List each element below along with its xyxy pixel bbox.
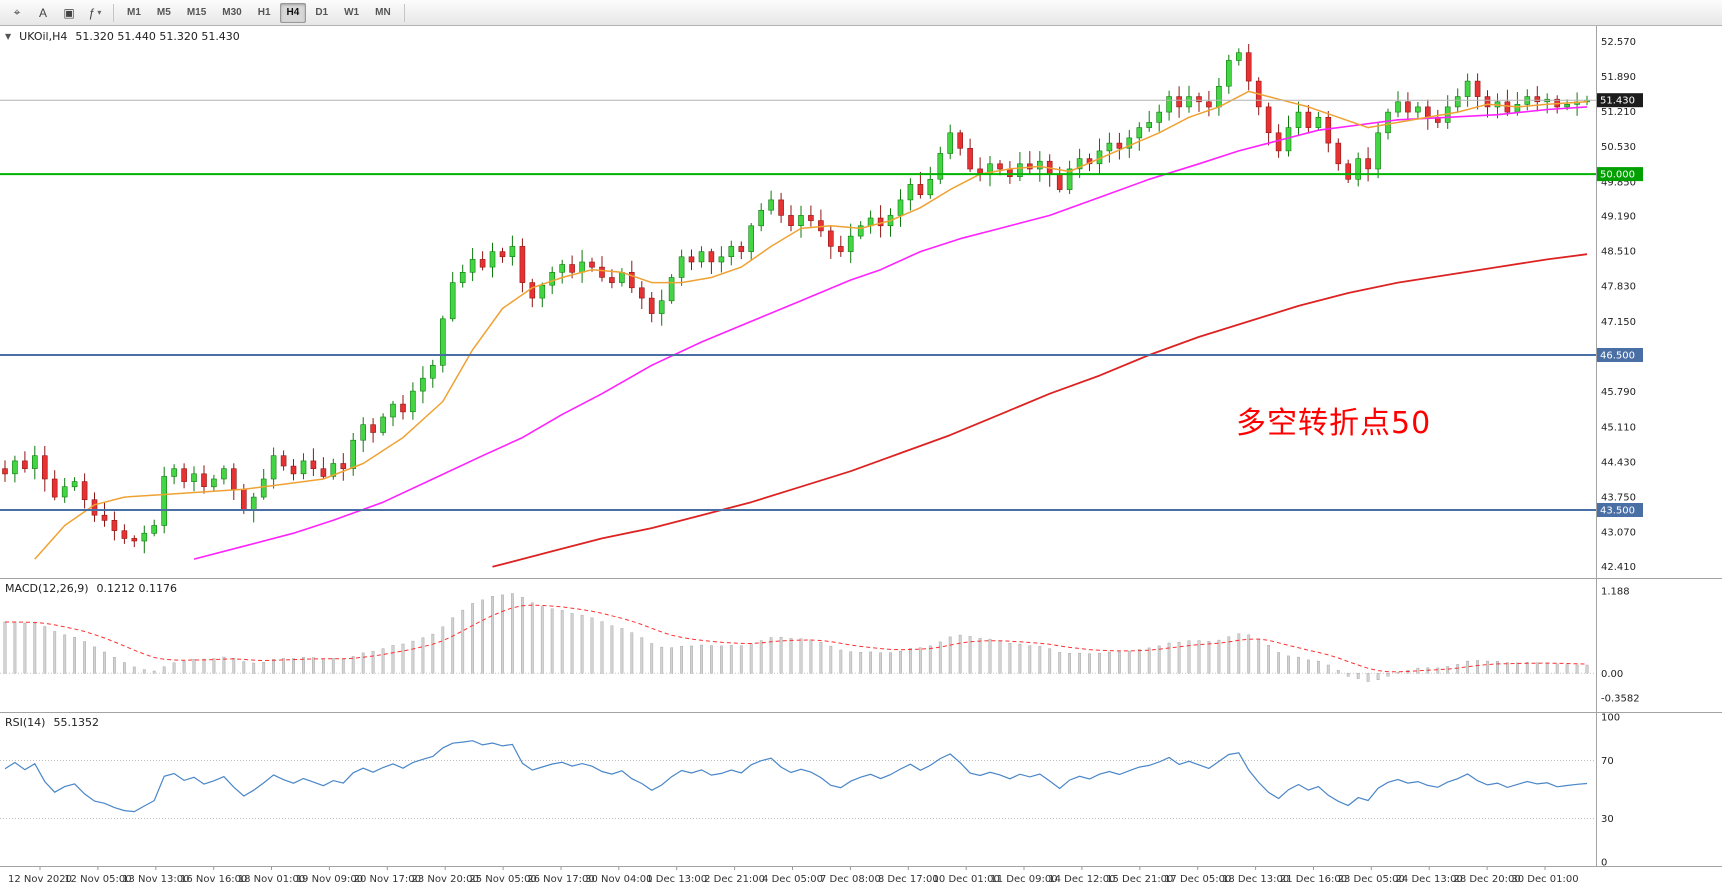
svg-text:8 Dec 17:00: 8 Dec 17:00 [878, 874, 939, 885]
text-box-icon: ▣ [63, 5, 75, 20]
text-label-button[interactable]: A [31, 3, 55, 23]
svg-text:7 Dec 08:00: 7 Dec 08:00 [820, 874, 881, 885]
time-axis[interactable]: 12 Nov 2020 12 Nov 05:00 13 Nov 13:00 16 No… [0, 866, 1722, 892]
macd-svg[interactable]: 1.188 0.00 -0.3582 [0, 579, 1722, 712]
svg-text:-0.3582: -0.3582 [1601, 694, 1640, 705]
svg-text:23 Nov 20:00: 23 Nov 20:00 [411, 874, 478, 885]
svg-text:43.500: 43.500 [1600, 505, 1635, 516]
svg-text:45.790: 45.790 [1601, 387, 1636, 398]
svg-text:20 Nov 17:00: 20 Nov 17:00 [354, 874, 421, 885]
timeframe-button-h4[interactable]: H4 [279, 2, 307, 23]
indicators-icon: ƒ [88, 5, 96, 20]
svg-text:16 Nov 16:00: 16 Nov 16:00 [180, 874, 247, 885]
svg-text:24 Dec 13:00: 24 Dec 13:00 [1396, 874, 1463, 885]
svg-text:30 Dec 01:00: 30 Dec 01:00 [1511, 874, 1578, 885]
svg-text:12 Nov 05:00: 12 Nov 05:00 [64, 874, 131, 885]
timeframe-button-m30[interactable]: M30 [215, 3, 248, 23]
timeframe-button-w1[interactable]: W1 [337, 3, 366, 23]
svg-text:48.510: 48.510 [1601, 247, 1636, 258]
svg-text:46.500: 46.500 [1600, 350, 1635, 361]
macd-panel[interactable]: 1.188 0.00 -0.3582 MACD(12,26,9) 0.1212 0.… [0, 578, 1722, 712]
svg-text:0.00: 0.00 [1601, 669, 1623, 680]
rsi-axis[interactable] [1596, 713, 1722, 866]
svg-text:100: 100 [1601, 713, 1620, 724]
svg-text:26 Nov 17:00: 26 Nov 17:00 [527, 874, 594, 885]
svg-text:30 Nov 04:00: 30 Nov 04:00 [585, 874, 652, 885]
svg-text:11 Dec 09:00: 11 Dec 09:00 [990, 874, 1057, 885]
svg-text:0: 0 [1601, 858, 1607, 867]
svg-text:10 Dec 01:00: 10 Dec 01:00 [933, 874, 1000, 885]
timeframe-button-m1[interactable]: M1 [120, 3, 148, 23]
svg-text:51.430: 51.430 [1600, 96, 1635, 107]
chevron-down-icon: ▾ [97, 8, 102, 17]
svg-text:43.750: 43.750 [1601, 493, 1636, 504]
toolbar-separator [403, 3, 405, 22]
svg-text:18 Dec 13:00: 18 Dec 13:00 [1222, 874, 1289, 885]
svg-text:47.150: 47.150 [1601, 317, 1636, 328]
indicators-button[interactable]: ƒ ▾ [83, 3, 107, 23]
svg-text:2 Dec 21:00: 2 Dec 21:00 [704, 874, 765, 885]
svg-text:49.850: 49.850 [1601, 177, 1636, 188]
svg-text:52.570: 52.570 [1601, 37, 1636, 48]
svg-text:28 Dec 20:00: 28 Dec 20:00 [1453, 874, 1520, 885]
svg-text:70: 70 [1601, 756, 1614, 767]
svg-text:47.830: 47.830 [1601, 282, 1636, 293]
timeframe-button-mn[interactable]: MN [368, 3, 398, 23]
svg-text:25 Nov 05:00: 25 Nov 05:00 [469, 874, 536, 885]
price-chart-svg[interactable]: 52.570 51.890 51.210 50.530 49.850 49.190 48.5… [0, 26, 1722, 578]
text-box-button[interactable]: ▣ [57, 3, 81, 23]
svg-text:18 Nov 01:00: 18 Nov 01:00 [238, 874, 305, 885]
toolbar-separator [113, 3, 114, 22]
text-label-icon: A [38, 5, 47, 20]
svg-text:13 Nov 13:00: 13 Nov 13:00 [122, 874, 189, 885]
toolbar: ⌖ A ▣ ƒ ▾ M1 M5 M15 M30 H1 H4 D1 W1 MN [0, 0, 1722, 26]
svg-text:50.000: 50.000 [1600, 170, 1635, 181]
svg-text:45.110: 45.110 [1601, 422, 1636, 433]
svg-text:42.410: 42.410 [1601, 562, 1636, 573]
svg-text:19 Nov 09:00: 19 Nov 09:00 [296, 874, 363, 885]
svg-text:30: 30 [1601, 814, 1614, 825]
svg-text:1.188: 1.188 [1601, 586, 1630, 597]
svg-text:12 Nov 2020: 12 Nov 2020 [8, 874, 72, 885]
svg-text:4 Dec 05:00: 4 Dec 05:00 [762, 874, 823, 885]
crosshair-button[interactable]: ⌖ [5, 3, 29, 23]
timeframe-button-d1[interactable]: D1 [308, 3, 335, 23]
svg-text:14 Dec 12:00: 14 Dec 12:00 [1048, 874, 1115, 885]
timeframe-button-h1[interactable]: H1 [251, 3, 278, 23]
svg-text:1 Dec 13:00: 1 Dec 13:00 [646, 874, 707, 885]
svg-text:21 Dec 16:00: 21 Dec 16:00 [1280, 874, 1347, 885]
price-axis[interactable] [1596, 26, 1722, 578]
svg-text:49.190: 49.190 [1601, 211, 1636, 222]
svg-text:44.430: 44.430 [1601, 457, 1636, 468]
rsi-panel[interactable]: 100 70 30 0 RSI(14) 55.1352 [0, 712, 1722, 866]
crosshair-icon: ⌖ [13, 5, 21, 19]
svg-text:51.210: 51.210 [1601, 107, 1636, 118]
svg-text:15 Dec 21:00: 15 Dec 21:00 [1106, 874, 1173, 885]
svg-text:43.070: 43.070 [1601, 528, 1636, 539]
main-chart[interactable]: 52.570 51.890 51.210 50.530 49.850 49.190 48.5… [0, 26, 1722, 578]
timeframe-button-m15[interactable]: M15 [180, 3, 213, 23]
svg-text:50.530: 50.530 [1601, 142, 1636, 153]
svg-text:51.890: 51.890 [1601, 72, 1636, 83]
rsi-svg[interactable]: 100 70 30 0 [0, 713, 1722, 866]
svg-text:17 Dec 05:00: 17 Dec 05:00 [1164, 874, 1231, 885]
timeframe-button-m5[interactable]: M5 [150, 3, 178, 23]
macd-axis[interactable] [1596, 579, 1722, 712]
svg-text:23 Dec 05:00: 23 Dec 05:00 [1338, 874, 1405, 885]
